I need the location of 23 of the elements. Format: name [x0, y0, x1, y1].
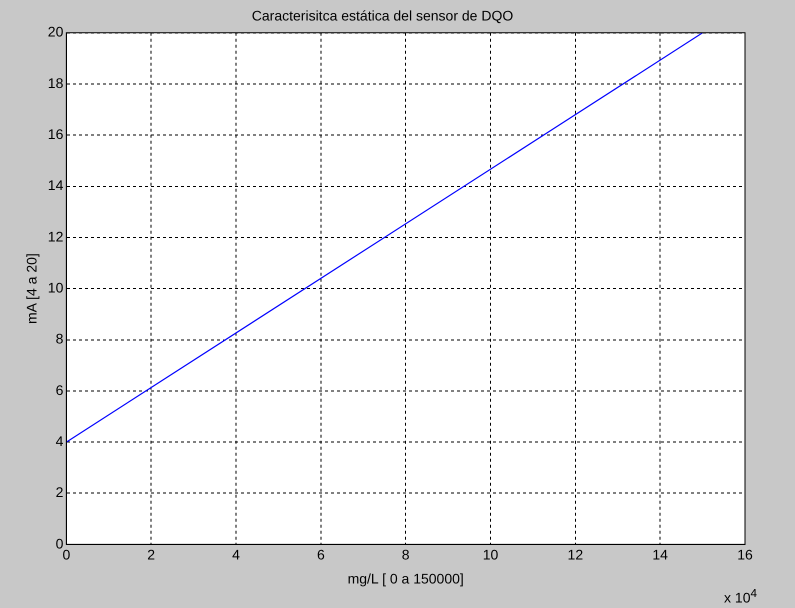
x-tick-label: 16: [737, 546, 753, 563]
y-tick-label: 14: [48, 177, 64, 194]
y-tick-label: 10: [48, 279, 64, 296]
x-tick-label: 6: [316, 546, 325, 563]
y-tick-label: 6: [56, 382, 64, 398]
x-axis-title: mg/L [ 0 a 150000]: [348, 570, 464, 586]
y-tick-label: 4: [56, 432, 64, 449]
y-tick-label: 2: [56, 484, 64, 500]
x-tick-label: 14: [652, 546, 668, 563]
text: x 10$^{4}$: [724, 587, 757, 606]
y-tick-label: 18: [48, 74, 64, 91]
x-tick-label: 10: [482, 546, 499, 563]
chart-title: Caracterisitca estática del sensor de DQO: [252, 7, 514, 24]
y-tick-label: 8: [56, 330, 64, 347]
y-tick-label: 12: [48, 228, 64, 244]
x-tick-label: 12: [568, 546, 584, 563]
y-axis-title: mA [4 a 20]: [23, 253, 40, 324]
y-tick-label: 20: [48, 24, 64, 40]
y-tick-label: 0: [56, 535, 64, 552]
y-tick-label: 16: [48, 126, 64, 142]
x-tick-label: 4: [232, 546, 240, 563]
x-tick-label: 8: [402, 546, 410, 563]
x-tick-label: 2: [147, 546, 156, 563]
